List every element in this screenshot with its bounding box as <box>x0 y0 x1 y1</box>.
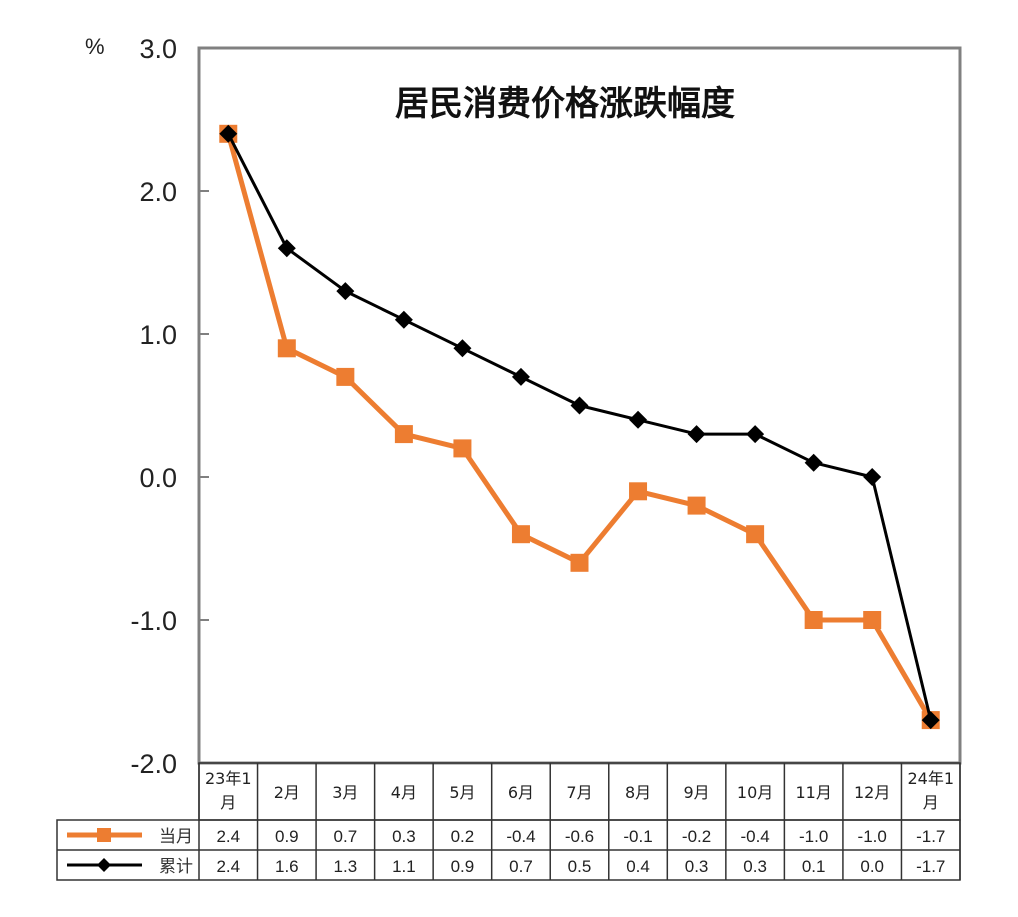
column-header: 8月 <box>625 783 651 802</box>
table-cell: 2.4 <box>216 857 240 876</box>
diamond-marker <box>804 453 823 472</box>
legend-label: 当月 <box>159 827 193 847</box>
y-axis-unit: % <box>85 34 105 59</box>
table-cell: 1.1 <box>392 857 416 876</box>
chart-title: 居民消费价格涨跌幅度 <box>395 84 735 124</box>
table-cell: -0.4 <box>506 827 535 846</box>
y-tick-label: -2.0 <box>130 749 177 779</box>
square-marker <box>570 553 589 572</box>
column-header: 月 <box>220 793 236 812</box>
series-cumulative <box>219 124 940 730</box>
diamond-marker <box>921 711 940 730</box>
diamond-marker <box>394 310 413 329</box>
series-line <box>226 133 933 721</box>
series-monthly <box>219 124 940 730</box>
table-cell: 0.1 <box>802 857 826 876</box>
diamond-marker <box>863 468 882 486</box>
table-cell: 0.9 <box>275 827 299 846</box>
square-marker <box>394 425 413 444</box>
legend-diamond-marker <box>97 858 111 872</box>
column-header: 23年1 <box>205 769 252 788</box>
table-cell: -0.6 <box>565 827 594 846</box>
square-marker <box>746 525 765 544</box>
diamond-marker <box>453 339 472 358</box>
table-cell: 1.3 <box>334 857 358 876</box>
table-cell: 0.0 <box>860 857 884 876</box>
square-marker <box>511 525 530 544</box>
y-axis: 3.0 2.0 1.0 0.0 -1.0 -2.0 <box>130 34 209 779</box>
table-cell: 0.2 <box>451 827 475 846</box>
column-header: 9月 <box>683 783 709 802</box>
column-header: 3月 <box>332 783 358 802</box>
square-marker <box>336 367 355 386</box>
diamond-marker <box>277 239 296 258</box>
y-tick-label: 2.0 <box>139 177 177 207</box>
diamond-marker <box>746 425 765 444</box>
table-cell: 2.4 <box>216 827 240 846</box>
table-cell: -0.1 <box>623 827 652 846</box>
column-header: 6月 <box>508 783 534 802</box>
diamond-marker <box>687 425 706 444</box>
column-header: 11月 <box>795 783 831 802</box>
data-table: 23年1 月 2月 3月 4月 5月 6月 7月 8月 9月 10月 11月 12月 24年1 月当月 2.4… <box>56 762 961 881</box>
column-header: 7月 <box>566 783 592 802</box>
table-cell: -1.7 <box>916 857 945 876</box>
table-cell: -1.7 <box>916 827 945 846</box>
table-cell: -0.2 <box>682 827 711 846</box>
series-layer <box>219 124 940 730</box>
table-cell: 0.7 <box>509 857 533 876</box>
column-header: 12月 <box>854 783 890 802</box>
y-tick-label: 3.0 <box>139 34 177 64</box>
square-marker <box>629 482 648 501</box>
series-line <box>225 133 933 722</box>
table-cell: -1.0 <box>799 827 828 846</box>
table-cell: 0.5 <box>568 857 592 876</box>
table-cell: 0.9 <box>451 857 475 876</box>
column-header: 24年1 <box>907 769 954 788</box>
square-marker <box>453 439 472 458</box>
diamond-marker <box>336 282 355 301</box>
table-cell: 0.3 <box>392 827 416 846</box>
table-cell: 0.3 <box>743 857 767 876</box>
table-cell: -1.0 <box>858 827 887 846</box>
square-marker <box>277 339 296 358</box>
table-cell: 1.6 <box>275 857 299 876</box>
square-marker <box>804 611 823 629</box>
table-cell: -0.4 <box>740 827 769 846</box>
y-tick-label: 0.0 <box>139 463 177 493</box>
column-header: 2月 <box>274 783 300 802</box>
square-marker <box>687 496 706 515</box>
column-header: 4月 <box>391 783 417 802</box>
column-header: 5月 <box>449 783 475 802</box>
diamond-marker <box>219 124 238 143</box>
table-cell: 0.3 <box>685 857 709 876</box>
square-marker <box>863 611 882 629</box>
table-cell: 0.7 <box>334 827 358 846</box>
legend-square-marker <box>97 828 111 842</box>
legend-label: 累计 <box>159 857 193 877</box>
diamond-marker <box>511 367 530 386</box>
column-header: 月 <box>923 793 939 812</box>
diamond-marker <box>629 410 648 429</box>
table-cell: 0.4 <box>626 857 650 876</box>
diamond-marker <box>570 396 589 415</box>
y-tick-label: -1.0 <box>130 606 177 636</box>
column-header: 10月 <box>737 783 773 802</box>
y-tick-label: 1.0 <box>139 320 177 350</box>
